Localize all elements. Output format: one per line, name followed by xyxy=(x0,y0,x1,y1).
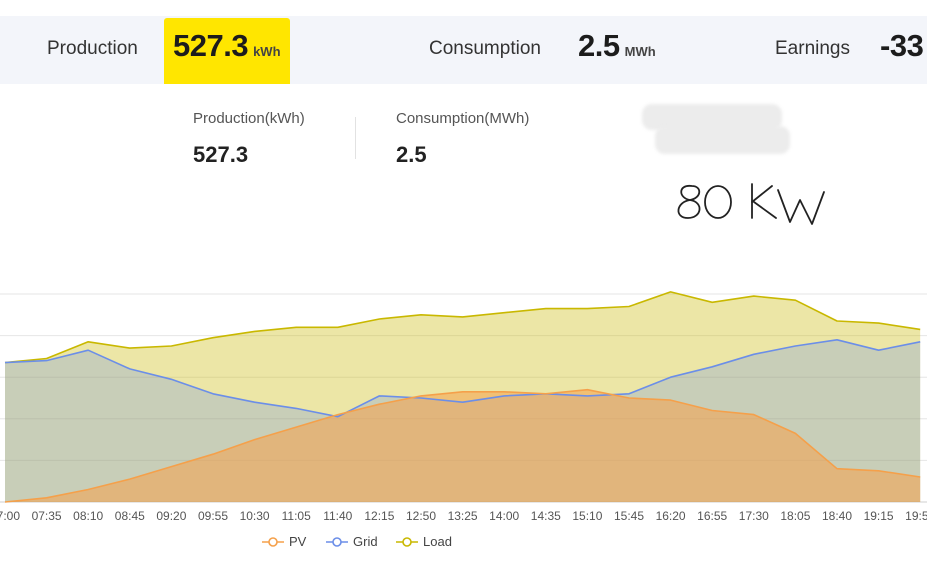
x-tick-label: 13:25 xyxy=(448,509,478,523)
x-tick-label: 14:00 xyxy=(489,509,519,523)
x-tick-label: 07:35 xyxy=(32,509,62,523)
handwritten-annotation xyxy=(677,183,825,225)
series-line-load xyxy=(4,291,921,364)
legend-marker xyxy=(332,537,342,547)
x-tick-label: 07:00 xyxy=(0,509,20,523)
energy-chart: 07:00 07:35 08:10 08:45 09:20 09:55 10:30 11:05… xyxy=(0,291,927,549)
series-lines xyxy=(4,291,921,503)
x-tick-label: 08:10 xyxy=(73,509,103,523)
x-tick-label: 12:15 xyxy=(364,509,394,523)
earnings-value: -33 xyxy=(880,28,924,63)
legend-item-pv[interactable]: PV xyxy=(262,534,307,549)
production-value: 527.3 kWh xyxy=(173,28,281,63)
stat-production-value: 527.3 xyxy=(193,142,249,167)
legend-item-grid[interactable]: Grid xyxy=(326,534,378,549)
highlighter-mark xyxy=(164,18,290,84)
x-tick-label: 09:55 xyxy=(198,509,228,523)
summary-bar: Production 527.3 kWh Consumption 2.5 MWh E… xyxy=(0,16,927,84)
consumption-value: 2.5 MWh xyxy=(578,28,656,63)
legend-label: PV xyxy=(289,534,307,549)
stat-production-label: Production(kWh) xyxy=(193,110,305,127)
x-tick-label: 16:55 xyxy=(697,509,727,523)
x-tick-label: 12:50 xyxy=(406,509,436,523)
x-tick-label: 17:30 xyxy=(739,509,769,523)
redaction-block xyxy=(642,104,782,130)
earnings-label: Earnings xyxy=(775,38,850,59)
production-label: Production xyxy=(47,38,138,59)
production-unit: kWh xyxy=(253,44,281,59)
legend-marker xyxy=(268,537,278,547)
redaction-block xyxy=(655,126,790,154)
stat-consumption-value: 2.5 xyxy=(396,142,427,167)
series-line-grid xyxy=(4,339,921,418)
x-tick-label: 19:15 xyxy=(864,509,894,523)
legend-label: Load xyxy=(423,534,452,549)
x-tick-label: 18:05 xyxy=(780,509,810,523)
x-tick-label: 11:05 xyxy=(282,509,311,523)
series-area-pv xyxy=(5,389,921,502)
x-tick-label: 15:45 xyxy=(614,509,644,523)
legend[interactable]: PV Grid Load xyxy=(262,534,452,549)
x-tick-label: 15:10 xyxy=(572,509,602,523)
consumption-label: Consumption xyxy=(429,38,541,59)
x-tick-label: 16:20 xyxy=(656,509,686,523)
stat-consumption-label: Consumption(MWh) xyxy=(396,110,530,127)
x-tick-label: 14:35 xyxy=(531,509,561,523)
legend-marker xyxy=(402,537,412,547)
x-tick-label: 11:40 xyxy=(323,509,352,523)
x-tick-label: 08:45 xyxy=(115,509,145,523)
legend-item-load[interactable]: Load xyxy=(396,534,452,549)
x-axis-ticks: 07:00 07:35 08:10 08:45 09:20 09:55 10:30 11:05… xyxy=(0,509,927,523)
series-line-pv xyxy=(4,388,921,503)
x-tick-label: 19:50 xyxy=(905,509,927,523)
stat-divider xyxy=(355,117,356,159)
x-tick-label: 09:20 xyxy=(156,509,186,523)
consumption-unit: MWh xyxy=(624,44,656,59)
x-tick-label: 10:30 xyxy=(240,509,270,523)
legend-label: Grid xyxy=(353,534,378,549)
x-tick-label: 18:40 xyxy=(822,509,852,523)
series-areas xyxy=(5,291,921,502)
